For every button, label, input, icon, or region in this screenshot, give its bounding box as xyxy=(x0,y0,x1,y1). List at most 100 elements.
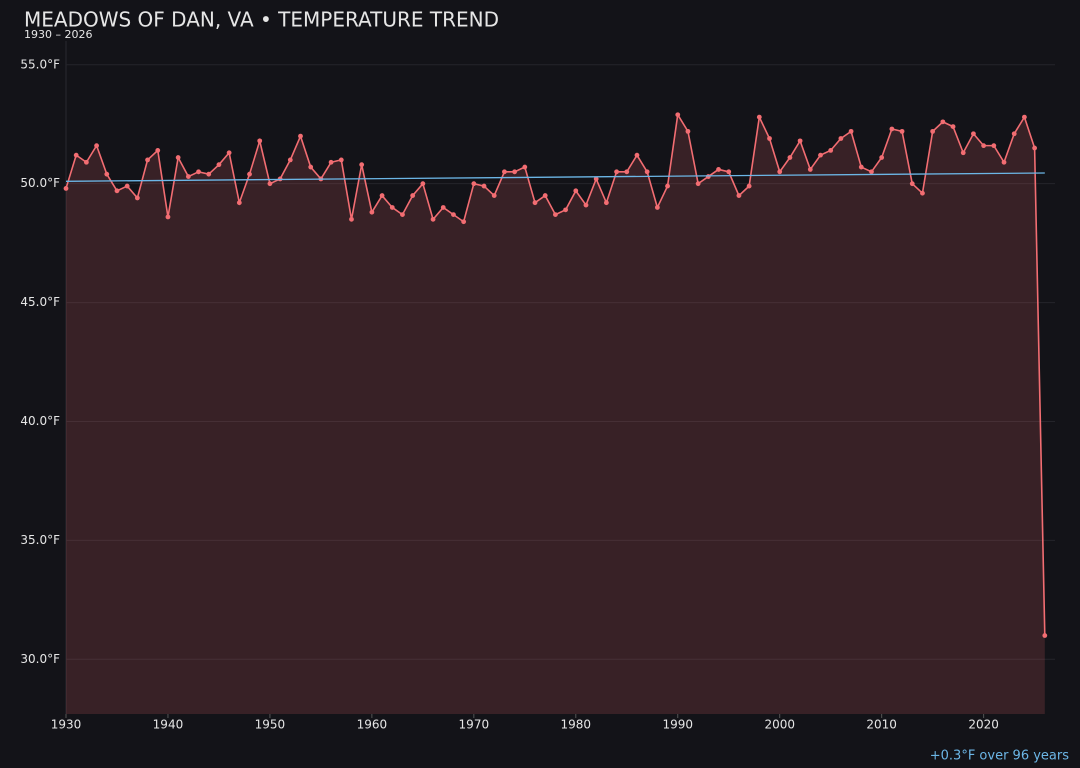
point xyxy=(665,183,670,189)
point xyxy=(461,219,467,225)
point xyxy=(532,200,538,206)
point xyxy=(573,188,579,194)
point xyxy=(1022,114,1027,120)
point xyxy=(940,119,946,125)
point xyxy=(777,169,783,175)
x-tick-label: 1970 xyxy=(459,718,490,732)
point xyxy=(236,200,242,206)
y-tick-label: 35.0°F xyxy=(20,533,60,547)
point xyxy=(196,169,201,175)
point xyxy=(869,169,874,175)
point xyxy=(349,216,354,222)
point xyxy=(858,164,864,170)
point xyxy=(379,193,385,198)
x-tick-label: 1960 xyxy=(357,718,388,732)
point xyxy=(1011,131,1017,137)
point xyxy=(522,164,528,170)
point xyxy=(654,205,660,210)
point xyxy=(614,169,619,175)
point xyxy=(94,143,99,149)
point xyxy=(430,216,436,222)
trend-annotation: +0.3°F over 96 years xyxy=(930,749,1069,764)
chart-title: MEADOWS OF DAN, VA • TEMPERATURE TREND xyxy=(24,8,499,32)
point xyxy=(736,193,742,198)
point xyxy=(889,126,895,132)
point xyxy=(971,131,976,137)
point xyxy=(287,157,293,163)
point xyxy=(603,200,609,206)
point xyxy=(124,183,130,189)
point xyxy=(185,174,191,179)
point xyxy=(491,193,497,198)
point xyxy=(991,143,997,149)
point xyxy=(134,195,140,201)
point xyxy=(746,183,752,189)
point xyxy=(583,202,589,208)
y-tick-label: 55.0°F xyxy=(20,57,60,71)
point xyxy=(756,114,762,120)
x-tick-label: 1990 xyxy=(662,718,693,732)
point xyxy=(553,212,558,218)
point xyxy=(359,162,365,168)
point xyxy=(1001,159,1007,165)
point xyxy=(909,181,915,187)
point xyxy=(634,152,640,158)
point xyxy=(257,138,263,144)
point xyxy=(899,128,905,134)
point xyxy=(726,169,732,175)
point xyxy=(155,147,161,153)
x-tick-label: 2000 xyxy=(764,718,795,732)
x-tick-label: 1930 xyxy=(51,718,82,732)
point xyxy=(838,136,844,141)
point xyxy=(400,212,405,218)
point xyxy=(83,159,89,165)
point xyxy=(716,167,721,172)
point xyxy=(695,181,701,187)
point xyxy=(389,205,395,210)
point xyxy=(685,128,691,134)
chart-subtitle: 1930 – 2026 xyxy=(24,28,92,41)
point xyxy=(420,181,426,187)
point xyxy=(593,176,599,182)
point xyxy=(369,209,375,215)
point xyxy=(807,167,813,172)
point xyxy=(960,150,966,156)
y-tick-label: 45.0°F xyxy=(20,295,60,309)
point xyxy=(1032,145,1038,151)
point xyxy=(920,190,925,196)
point xyxy=(104,171,110,177)
point xyxy=(145,157,150,163)
x-tick-label: 2020 xyxy=(968,718,999,732)
point xyxy=(206,171,212,177)
y-tick-label: 40.0°F xyxy=(20,414,60,428)
point xyxy=(216,162,222,168)
point xyxy=(797,138,803,144)
point xyxy=(175,155,181,160)
point xyxy=(338,157,344,163)
point xyxy=(981,143,987,149)
point xyxy=(328,159,334,165)
point xyxy=(624,169,630,175)
point xyxy=(63,186,69,191)
y-tick-label: 50.0°F xyxy=(20,176,60,190)
point xyxy=(247,171,252,177)
point xyxy=(308,164,314,170)
point xyxy=(879,155,885,160)
point xyxy=(644,169,650,175)
point xyxy=(930,128,936,134)
x-tick-label: 2010 xyxy=(866,718,897,732)
x-tick-label: 1980 xyxy=(561,718,592,732)
point xyxy=(848,128,854,134)
point xyxy=(787,155,793,160)
point xyxy=(410,193,416,198)
point xyxy=(675,112,681,118)
point xyxy=(767,136,772,141)
point xyxy=(512,169,518,175)
point xyxy=(950,124,956,130)
point xyxy=(818,152,823,158)
trend-line xyxy=(65,172,1045,182)
y-tick-label: 30.0°F xyxy=(20,652,60,666)
